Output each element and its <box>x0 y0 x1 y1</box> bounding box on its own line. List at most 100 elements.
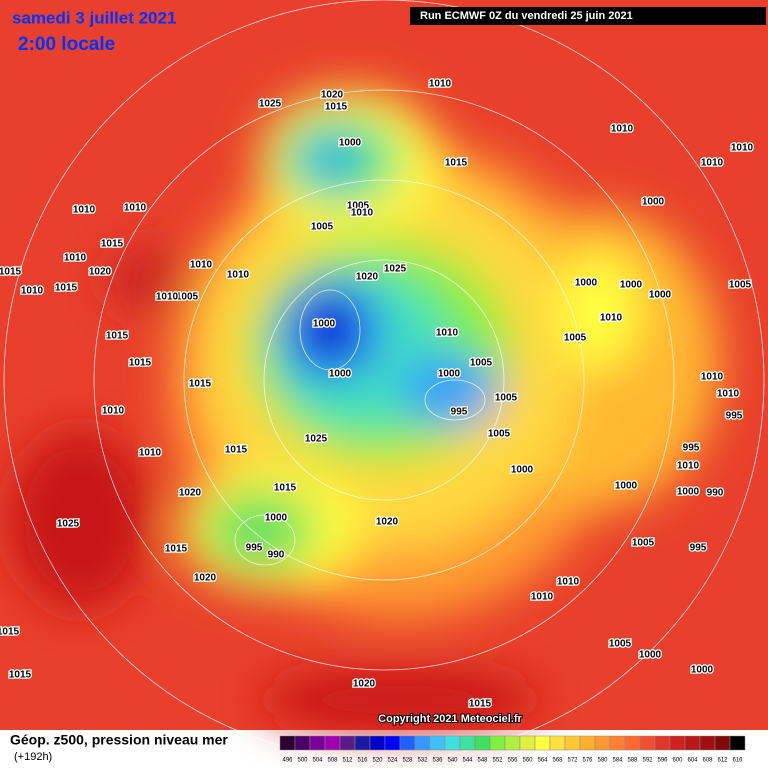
isobar-label: 1015 <box>165 544 188 555</box>
isobar-label: 1015 <box>445 158 468 169</box>
isobar-label: 1000 <box>265 513 288 524</box>
isobar-label: 1010 <box>139 448 162 459</box>
isobar-label: 1000 <box>639 650 662 661</box>
scale-label: 532 <box>417 758 428 764</box>
isobar-label: 1005 <box>470 358 493 369</box>
scale-label: 592 <box>642 758 653 764</box>
scale-cell <box>624 735 641 751</box>
isobar-label: 1010 <box>531 592 554 603</box>
scale-cell <box>399 735 416 751</box>
scale-label: 516 <box>357 758 368 764</box>
isobar-label: 1015 <box>469 699 492 710</box>
scale-label: 540 <box>447 758 458 764</box>
isobar-label: 1015 <box>101 239 124 250</box>
isobar-label: 1010 <box>73 205 96 216</box>
isobar-label: 995 <box>451 407 468 418</box>
isobar-label: 1010 <box>677 461 700 472</box>
isobar-label: 1020 <box>194 573 217 584</box>
isobar-label: 995 <box>726 411 743 422</box>
scale-label: 520 <box>372 758 383 764</box>
isobar-label: 1015 <box>55 283 78 294</box>
isobar-label: 1020 <box>376 517 399 528</box>
isobar-label: 1000 <box>677 487 700 498</box>
scale-cell <box>444 735 461 751</box>
isobar-label: 1010 <box>64 253 87 264</box>
isobar-label: 1005 <box>176 292 199 303</box>
scale-cell <box>459 735 476 751</box>
scale-cell <box>699 735 716 751</box>
isobar-label: 1010 <box>351 208 374 219</box>
isobar-label: 1010 <box>102 406 125 417</box>
scale-label: 600 <box>672 758 683 764</box>
scale-cell <box>294 735 311 751</box>
isobar-label: 1000 <box>649 290 672 301</box>
scale-label: 528 <box>402 758 413 764</box>
scale-cell <box>519 735 536 751</box>
scale-cell <box>654 735 671 751</box>
isobar-label: 1025 <box>259 99 282 110</box>
isobar-label: 1015 <box>106 331 129 342</box>
scale-label: 504 <box>312 758 323 764</box>
isobar-label: 1015 <box>129 358 152 369</box>
isobar-label: 995 <box>690 543 707 554</box>
scale-cell <box>384 735 401 751</box>
isobar-label: 1010 <box>190 260 213 271</box>
isobar-label: 1005 <box>495 393 518 404</box>
isobar-label: 1015 <box>0 267 22 278</box>
isobar-label: 1005 <box>347 201 370 212</box>
isobar-label: 1000 <box>691 665 714 676</box>
isobar-label: 1005 <box>488 429 511 440</box>
isobar-label: 1020 <box>321 90 344 101</box>
scale-label: 572 <box>567 758 578 764</box>
isobar-label: 1010 <box>717 389 740 400</box>
isobar-label: 1010 <box>557 577 580 588</box>
scale-label: 580 <box>597 758 608 764</box>
scale-label: 560 <box>522 758 533 764</box>
scale-cell <box>489 735 506 751</box>
date: samedi 3 juillet 2021 <box>12 8 176 27</box>
isobar-label: 990 <box>707 488 724 499</box>
scale-cell <box>309 735 326 751</box>
scale-label: 548 <box>477 758 488 764</box>
isobar-label: 1000 <box>313 319 336 330</box>
scale-label: 556 <box>507 758 518 764</box>
isobar-label: 1010 <box>436 328 459 339</box>
scale-cell <box>609 735 626 751</box>
scale-cell <box>504 735 521 751</box>
scale-cell <box>639 735 656 751</box>
isobar-label: 995 <box>246 543 263 554</box>
scale-label: 564 <box>537 758 548 764</box>
scale-cell <box>669 735 686 751</box>
scale-label: 596 <box>657 758 668 764</box>
isobar-label: 1010 <box>731 143 754 154</box>
scale-label: 568 <box>552 758 563 764</box>
scale-label: 616 <box>732 758 743 764</box>
scale-label: 608 <box>702 758 713 764</box>
scale-cell <box>729 735 746 751</box>
scale-cell <box>339 735 356 751</box>
scale-cell <box>579 735 596 751</box>
copyright: Copyright 2021 Meteociel.fr <box>378 713 522 725</box>
scale-label: 496 <box>282 758 293 764</box>
isobar-label: 1010 <box>429 79 452 90</box>
isobar-label: 1000 <box>642 197 665 208</box>
isobar-label: 1015 <box>0 627 20 638</box>
isobar-label: 1005 <box>609 639 632 650</box>
scale-cell <box>429 735 446 751</box>
isobar-label: 1020 <box>356 272 379 283</box>
scale-label: 552 <box>492 758 503 764</box>
isobar-label: 1000 <box>511 465 534 476</box>
scale-label: 604 <box>687 758 698 764</box>
isobar-label: 1020 <box>353 679 376 690</box>
scale-cell <box>474 735 491 751</box>
isobar-label: 1010 <box>701 372 724 383</box>
scale-cell <box>684 735 701 751</box>
isobar-label: 1020 <box>89 267 112 278</box>
isobar-label: 1025 <box>57 519 80 530</box>
scale-cell <box>594 735 611 751</box>
isobar-label: 1005 <box>564 333 587 344</box>
isobar-label: 1000 <box>339 138 362 149</box>
scale-label: 612 <box>717 758 728 764</box>
isobar-label: 990 <box>268 550 285 561</box>
